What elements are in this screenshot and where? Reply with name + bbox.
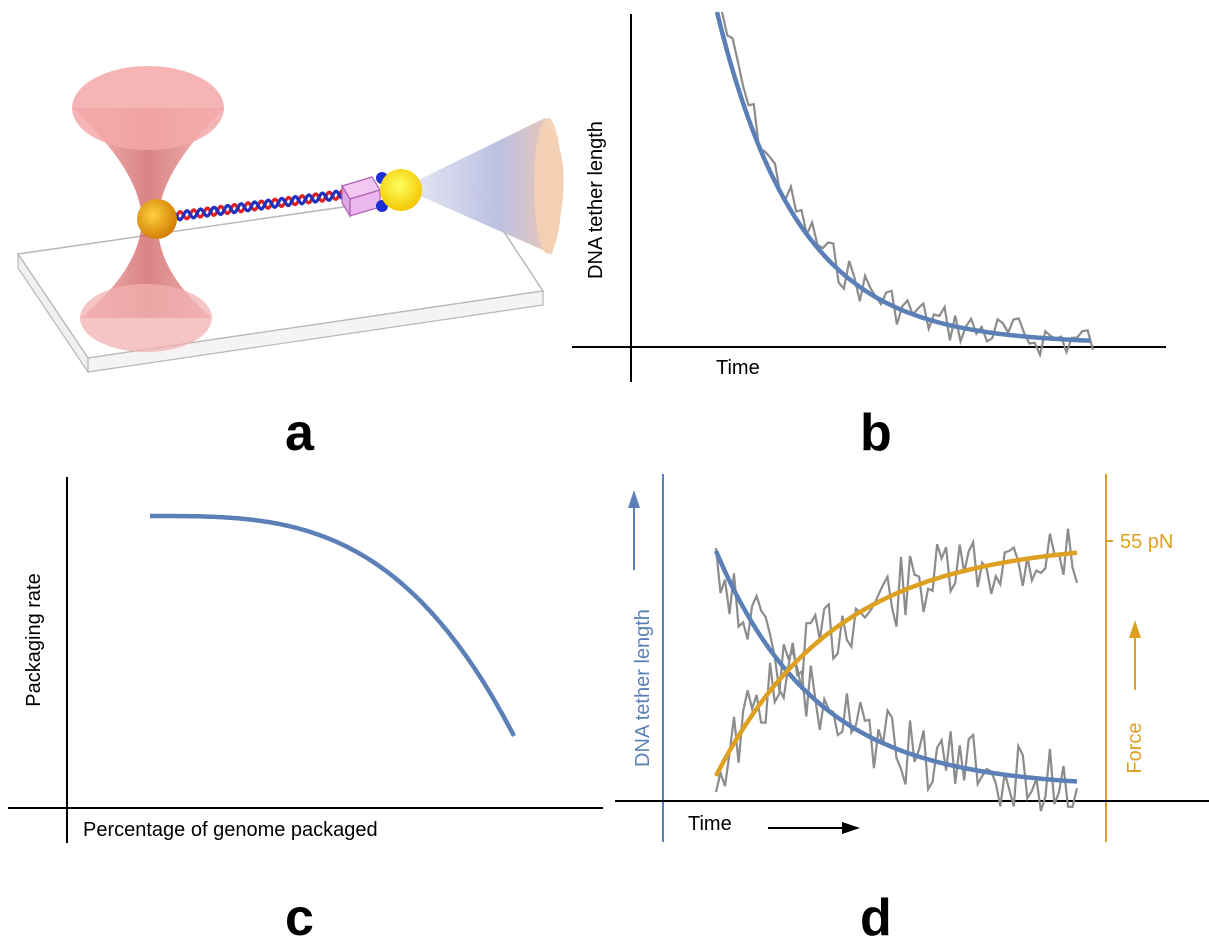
d-x-label: Time	[688, 813, 732, 835]
dna-strand-blue	[168, 189, 348, 222]
d-right-y-label: Force	[1124, 722, 1146, 773]
pipette-bead	[380, 169, 422, 211]
micropipette-cone	[402, 118, 564, 254]
c-y-label: Packaging rate	[23, 573, 45, 706]
trapped-bead	[137, 199, 177, 239]
b-fit-curve	[714, 11, 1091, 343]
d-force-arrow	[1129, 620, 1141, 690]
panel-b-chart: DNA tether length Time b	[572, 11, 1166, 462]
panel-letter-d: d	[860, 889, 892, 942]
c-rate-curve	[150, 513, 516, 738]
b-x-label: Time	[716, 357, 760, 379]
d-force-fit	[714, 550, 1078, 778]
c-x-label: Percentage of genome packaged	[83, 819, 378, 841]
panel-letter-c: c	[285, 889, 314, 942]
d-time-arrow	[768, 822, 860, 834]
dna-helix	[168, 188, 348, 223]
glass-slide	[16, 187, 545, 374]
motor-complex	[341, 172, 388, 219]
d-length-fit	[713, 550, 1078, 784]
d-length-arrow	[628, 490, 640, 570]
d-noisy-length-trace	[714, 547, 1079, 812]
panel-c-chart: Packaging rate Percentage of genome pack…	[8, 477, 603, 942]
panel-letter-b: b	[860, 404, 892, 462]
panel-d-chart: DNA tether length Force 55 pN Time d	[615, 474, 1209, 942]
panel-letter-a: a	[285, 404, 315, 462]
d-noisy-force-trace	[714, 528, 1079, 793]
d-left-y-label: DNA tether length	[632, 609, 654, 767]
d-force-tick-label: 55 pN	[1120, 531, 1173, 553]
panel-a-schematic: a	[16, 66, 564, 462]
b-y-label: DNA tether length	[585, 121, 607, 279]
